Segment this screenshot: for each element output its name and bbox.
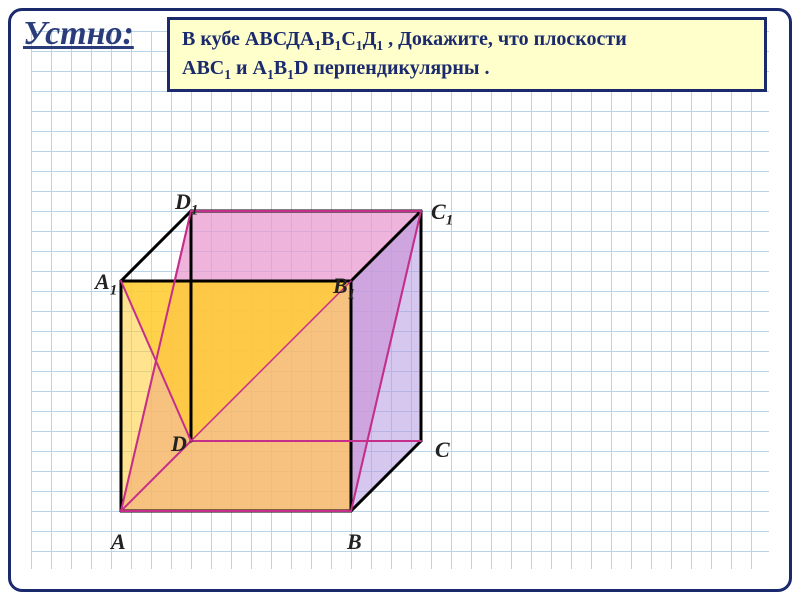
vertex-label-C: C (435, 437, 450, 463)
vertex-label-D: D (171, 431, 187, 457)
section-title: Устно: (23, 15, 134, 53)
vertex-label-A: A (111, 529, 126, 555)
vertex-label-D1: D1 (175, 189, 198, 219)
vertex-label-B1: B1 (333, 273, 355, 303)
vertex-label-B: B (347, 529, 362, 555)
cube-diagram: ABCDA1B1C1D1 (81, 111, 501, 551)
problem-line1: В кубе АВСДА1В1С1Д1 , Докажите, что плос… (182, 28, 627, 50)
problem-statement: В кубе АВСДА1В1С1Д1 , Докажите, что плос… (167, 17, 767, 92)
vertex-label-C1: C1 (431, 199, 453, 229)
vertex-label-A1: A1 (95, 269, 117, 299)
problem-line2: АВС1 и А1В1D перпендикулярны . (182, 57, 490, 79)
